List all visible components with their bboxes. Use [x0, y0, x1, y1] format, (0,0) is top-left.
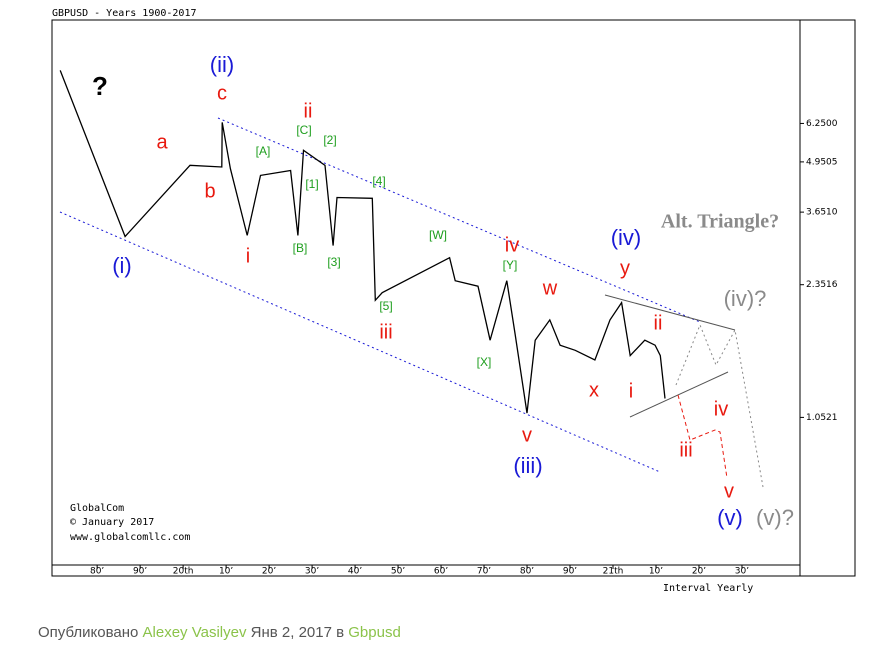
channel-line	[217, 117, 701, 323]
x-tick-label: 30’	[305, 567, 319, 577]
wave-label: [W]	[429, 228, 447, 242]
wave-label: [C]	[296, 123, 311, 137]
wave-label: i	[246, 245, 250, 267]
footer-text: Опубликовано	[38, 624, 139, 641]
wave-label: (i)	[112, 253, 132, 278]
wave-label: y	[620, 257, 630, 279]
wave-label: v	[522, 424, 532, 446]
triangle-line	[629, 371, 729, 418]
x-tick-label: 90’	[133, 567, 147, 577]
y-tick-label: 4.9505	[806, 157, 838, 167]
channel-line	[59, 211, 661, 473]
wave-label: (ii)	[210, 52, 234, 77]
annotations: ? (ii) c a b (i) i ii [C] [2] [A] [1] [4…	[92, 52, 794, 530]
projection	[675, 323, 764, 488]
x-tick-label: 10’	[219, 567, 233, 577]
wave-label: w	[542, 277, 558, 299]
x-tick-label: 80’	[520, 567, 534, 577]
wave-label: ii	[304, 100, 313, 122]
credit: GlobalCom	[70, 503, 124, 514]
frame	[51, 19, 856, 577]
wave-label: (v)?	[756, 505, 794, 530]
wave-label: i	[629, 380, 633, 402]
y-tick-label: 1.0521	[806, 413, 838, 423]
x-tick-label: 30’	[735, 567, 749, 577]
footer-text: Янв 2, 2017 в	[250, 624, 345, 641]
y-tick-label: 6.2500	[806, 119, 838, 129]
category-link[interactable]: Gbpusd	[348, 624, 401, 641]
wave-label: [2]	[323, 133, 336, 147]
wave-label: [5]	[379, 299, 392, 313]
projection	[677, 394, 728, 479]
wave-label: Alt. Triangle?	[661, 211, 779, 233]
x-tick-label: 50’	[391, 567, 405, 577]
x-tick-label: 60’	[434, 567, 448, 577]
x-tick-label: 80’	[90, 567, 104, 577]
wave-label: [A]	[256, 144, 271, 158]
wave-label: ?	[92, 71, 108, 101]
wave-label: (iv)?	[724, 286, 767, 311]
wave-label: [Y]	[503, 258, 518, 272]
wave-label: iii	[679, 439, 692, 461]
y-tick-label: 3.6510	[806, 208, 838, 218]
wave-label: [1]	[305, 177, 318, 191]
wave-label: (v)	[717, 505, 743, 530]
wave-label: v	[724, 480, 734, 502]
chart-title: GBPUSD - Years 1900-2017	[52, 8, 197, 19]
wave-label: b	[204, 180, 215, 202]
triangle-line	[604, 294, 736, 331]
wave-label: [B]	[293, 241, 308, 255]
wave-label: (iii)	[513, 453, 542, 478]
wave-label: iii	[379, 321, 392, 343]
wave-label: x	[589, 379, 599, 401]
wave-label: ii	[654, 312, 663, 334]
x-tick-label: 20’	[262, 567, 276, 577]
wave-label: [X]	[477, 355, 492, 369]
wave-label: a	[156, 131, 168, 153]
credit: © January 2017	[70, 517, 154, 528]
x-tick-label: 10’	[649, 567, 663, 577]
interval-label: Interval Yearly	[663, 583, 753, 594]
credit: www.globalcomllc.com	[70, 532, 190, 543]
price-line	[59, 70, 666, 414]
chart: GBPUSD - Years 1900-2017 Interval Yearly…	[51, 8, 856, 594]
wave-label: iv	[714, 398, 728, 420]
x-tick-label: 40’	[348, 567, 362, 577]
wave-label: [4]	[372, 174, 385, 188]
x-tick-label: 90’	[563, 567, 577, 577]
wave-label: iv	[505, 234, 519, 256]
x-tick-label: 21th	[603, 567, 624, 577]
x-tick-label: 20th	[173, 567, 194, 577]
x-tick-label: 70’	[477, 567, 491, 577]
wave-label: [3]	[327, 255, 340, 269]
author-link[interactable]: Alexey Vasilyev	[142, 624, 247, 641]
wave-label: (iv)	[611, 225, 642, 250]
wave-label: c	[217, 82, 227, 104]
footer: Опубликовано Alexey Vasilyev Янв 2, 2017…	[38, 624, 401, 641]
x-tick-label: 20’	[692, 567, 706, 577]
y-tick-label: 2.3516	[806, 280, 838, 290]
